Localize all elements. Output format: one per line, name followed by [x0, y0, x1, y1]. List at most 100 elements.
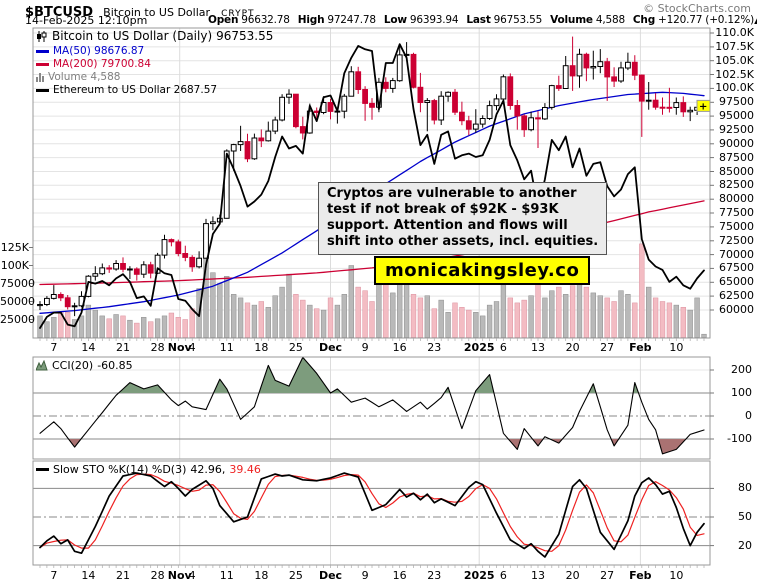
price-axis-label: 77500 — [719, 206, 754, 220]
svg-text:+: + — [699, 101, 707, 112]
sto-k-value: 42.96, — [190, 463, 226, 476]
price-legend-label: Bitcoin to US Dollar (Daily) — [52, 29, 213, 43]
date-axis-label: 6 — [499, 341, 507, 354]
cci-axis-label: 100 — [731, 386, 752, 399]
price-axis-label: 90000 — [719, 136, 754, 150]
date-axis-label: 13 — [531, 569, 545, 582]
date-axis-label: 7 — [50, 341, 58, 354]
date-axis-label: 4 — [188, 569, 196, 582]
date-axis-label: 14 — [81, 569, 96, 582]
open-label: Open — [208, 14, 239, 26]
date-axis-label: 2025 — [463, 569, 495, 582]
price-axis-label: 75000 — [719, 219, 754, 233]
price-axis-label: 87500 — [719, 150, 754, 164]
price-axis-label: 110.0K — [715, 26, 754, 39]
volume-bars-icon — [36, 72, 44, 82]
symbol-name: Bitcoin to US Dollar — [103, 6, 211, 19]
cci-legend-value: -60.85 — [97, 359, 133, 372]
volume-axis-label: 100K — [0, 258, 29, 272]
date-axis-label: Feb — [629, 341, 652, 354]
cci-legend-label: CCI(20) — [52, 359, 94, 372]
symbol: $BTCUSD — [25, 5, 94, 20]
price-axis-label: 60000 — [719, 303, 754, 316]
legend-row-label: MA(50) 98676.87 — [53, 45, 145, 57]
area-mountain-icon — [36, 360, 48, 371]
chg-value: +120.77 (+0.12%) — [658, 14, 755, 26]
candlestick-icon — [37, 30, 47, 42]
date-axis-label: 16 — [392, 341, 407, 354]
annotation-line: test if not break of $92K - $93K — [327, 202, 559, 217]
line-swatch-icon — [36, 62, 49, 66]
legend-row: Ethereum to US Dollar 2687.57 — [36, 84, 217, 96]
annotation-line: support. Attention and flows will — [327, 218, 568, 233]
last-label: Last — [466, 14, 491, 26]
date-axis-label: 21 — [116, 341, 130, 354]
quote-line: 14-Feb-2025 12:10pm Open 96632.78 High 9724… — [25, 14, 757, 28]
price-axis-label: 62500 — [719, 289, 754, 303]
date-axis-label: Nov — [167, 341, 192, 354]
open-value: 96632.78 — [241, 14, 290, 26]
date-axis-label: 20 — [565, 341, 580, 354]
date-axis-label: 6 — [499, 569, 507, 582]
line-swatch-icon — [36, 88, 49, 92]
date-axis-label: 28 — [150, 569, 165, 582]
date-axis-label: 16 — [392, 569, 407, 582]
price-axis-label: 102.5K — [715, 67, 754, 81]
date-axis-label: 14 — [81, 341, 96, 354]
chg-label: Chg — [632, 14, 656, 26]
price-axis-label: 95000 — [719, 109, 754, 123]
price-axis-label: 100.0K — [715, 81, 754, 95]
date-axis-label: 25 — [288, 341, 303, 354]
date-axis-label: 7 — [50, 569, 58, 582]
price-axis-label: 82500 — [719, 178, 754, 192]
price-axis-label: 70000 — [719, 247, 754, 261]
date-axis-label: 9 — [361, 341, 369, 354]
date-axis-label: 4 — [188, 341, 196, 354]
date-axis-label: 18 — [254, 341, 269, 354]
volume-label: Volume — [550, 14, 593, 26]
date-axis-label: 23 — [427, 341, 442, 354]
stockcharts-credit: © StockCharts.com — [643, 2, 751, 15]
quote-values: Open 96632.78 High 97247.78 Low 96393.94 Last 9… — [200, 14, 757, 26]
volume-axis-label: 75000 — [0, 276, 35, 290]
low-label: Low — [383, 14, 407, 26]
low-value: 96393.94 — [409, 14, 459, 26]
price-legend-value: 96753.55 — [216, 29, 274, 43]
date-axis-label: 28 — [150, 341, 165, 354]
annotation-line: shift into other assets, incl. equities. — [327, 234, 599, 249]
volume-value: 4,588 — [595, 14, 625, 26]
price-axis-label: 107.5K — [715, 39, 754, 53]
last-value: 96753.55 — [493, 14, 543, 26]
high-label: High — [297, 14, 325, 26]
date-axis-label: 23 — [427, 569, 442, 582]
legend-row-label: MA(200) 79700.84 — [53, 58, 151, 70]
volume-axis-label: 50000 — [0, 294, 35, 308]
date-axis-label: Dec — [318, 341, 343, 354]
line-swatch-icon — [36, 49, 49, 53]
sto-legend-label: Slow STO %K(14) %D(3) — [53, 463, 187, 476]
chart-header: $BTCUSD Bitcoin to US Dollar CRYPT © Sto… — [25, 1, 753, 20]
price-axis-label: 80000 — [719, 192, 754, 206]
sto-line-icon — [36, 468, 49, 471]
date-axis-label: 20 — [565, 569, 580, 582]
date-axis-label: Nov — [167, 569, 192, 582]
date-axis-label: 2025 — [463, 341, 495, 354]
legend-row: MA(200) 79700.84 — [36, 58, 151, 70]
cci-axis-label: 200 — [731, 363, 752, 376]
sto-d-value: 39.46 — [229, 463, 261, 476]
date-axis-label: 18 — [254, 569, 269, 582]
price-axis-label: 67500 — [719, 261, 754, 275]
cci-legend: CCI(20) -60.85 — [36, 359, 133, 372]
legend-row: MA(50) 98676.87 — [36, 45, 144, 57]
high-value: 97247.78 — [327, 14, 376, 26]
sto-axis-label: 80 — [738, 481, 752, 495]
price-axis-label: 65000 — [719, 275, 754, 289]
annotation-line: Cryptos are vulnerable to another — [327, 186, 577, 201]
cci-axis-label: 0 — [745, 409, 752, 422]
price-axis-label: 105.0K — [715, 53, 754, 67]
date-axis-label: 25 — [288, 569, 303, 582]
price-axis-label: 85000 — [719, 164, 754, 178]
legend-row-label: Ethereum to US Dollar 2687.57 — [53, 84, 218, 96]
date-axis-label: 10 — [669, 569, 684, 582]
